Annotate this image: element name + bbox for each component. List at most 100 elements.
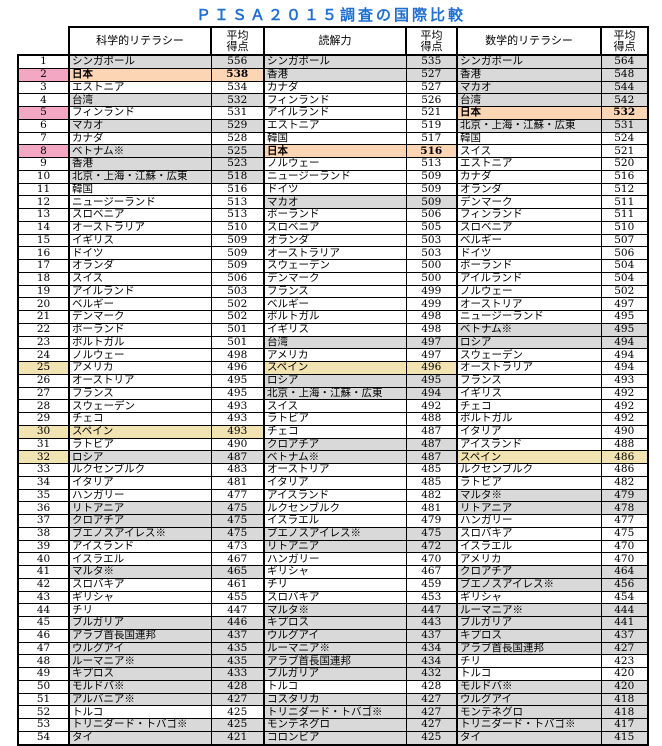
rank-cell: 40 xyxy=(17,552,70,566)
math-score: 420 xyxy=(600,679,649,694)
science-country: スイス xyxy=(68,271,212,286)
science-score: 523 xyxy=(210,157,265,171)
table-row: 20 ベルギー 502 ベルギー 499 オーストリア 497 xyxy=(17,297,649,311)
table-row: 43 ギリシャ 455 スロバキア 453 ギリシャ 454 xyxy=(17,590,649,605)
reading-country: アイルランド xyxy=(263,106,407,120)
math-country: オーストラリア xyxy=(456,361,602,375)
math-country: スペイン xyxy=(456,450,602,464)
rank-cell: 49 xyxy=(17,667,70,681)
math-score: 415 xyxy=(600,730,649,746)
rank-cell: 16 xyxy=(17,246,70,260)
table-row: 44 チリ 447 マルタ※ 447 ルーマニア※ 444 xyxy=(17,603,649,617)
reading-score: 526 xyxy=(405,93,458,107)
reading-country: スイス xyxy=(263,399,407,413)
science-score: 475 xyxy=(210,514,265,528)
science-country: スロバキア xyxy=(68,577,212,592)
math-country: ドイツ xyxy=(456,246,602,260)
math-score: 441 xyxy=(600,616,649,630)
math-country: イタリア xyxy=(456,424,602,439)
science-score: 509 xyxy=(210,259,265,273)
rank-cell: 23 xyxy=(17,335,70,350)
rank-cell: 4 xyxy=(17,93,70,107)
rank-cell: 8 xyxy=(17,144,70,158)
rank-cell: 54 xyxy=(17,730,70,746)
ranking-rows: 1 シンガポール 556 シンガポール 535 シンガポール 564 2 日本 538 香港 527 香… xyxy=(17,54,649,746)
reading-country: スロバキア xyxy=(263,590,407,605)
science-score: 506 xyxy=(210,271,265,286)
table-row: 23 ポルトガル 501 台湾 497 ロシア 494 xyxy=(17,335,649,350)
table-row: 39 アイスランド 473 リトアニア 472 イスラエル 470 xyxy=(17,539,649,554)
science-score: 501 xyxy=(210,335,265,350)
math-score: 531 xyxy=(600,118,649,133)
math-country: クロアチア xyxy=(456,565,602,579)
math-country: アメリカ xyxy=(456,552,602,566)
math-country: ギリシャ xyxy=(456,590,602,605)
reading-country: スロベニア xyxy=(263,220,407,235)
math-country: エストニア xyxy=(456,157,602,171)
math-score: 464 xyxy=(600,565,649,579)
math-score-header: 平均 得点 xyxy=(600,26,649,56)
math-country: トルコ xyxy=(456,667,602,681)
table-row: 34 イタリア 481 イタリア 485 ラトビア 482 xyxy=(17,475,649,490)
rank-cell: 26 xyxy=(17,373,70,388)
rank-cell: 9 xyxy=(17,157,70,171)
table-row: 52 トルコ 425 トリニダード・トバゴ※ 427 モンテネグロ 418 xyxy=(17,705,649,719)
science-score: 513 xyxy=(210,208,265,222)
math-country: アラブ首長国連邦 xyxy=(456,641,602,656)
table-row: 32 ロシア 487 ベトナム※ 487 スペイン 486 xyxy=(17,450,649,464)
science-score: 461 xyxy=(210,577,265,592)
reading-score: 427 xyxy=(405,718,458,732)
math-score: 493 xyxy=(600,373,649,388)
reading-country: イギリス xyxy=(263,322,407,337)
science-country: ギリシャ xyxy=(68,590,212,605)
table-row: 41 マルタ※ 465 ギリシャ 467 クロアチア 464 xyxy=(17,565,649,579)
reading-score: 527 xyxy=(405,67,458,82)
math-score: 506 xyxy=(600,246,649,260)
rank-cell: 3 xyxy=(17,80,70,95)
rank-cell: 51 xyxy=(17,692,70,707)
math-score: 482 xyxy=(600,475,649,490)
math-score: 494 xyxy=(600,335,649,350)
reading-country: イタリア xyxy=(263,475,407,490)
reading-country: ルクセンブルク xyxy=(263,501,407,515)
reading-score: 475 xyxy=(405,526,458,541)
pisa-ranking-table: 科学的リテラシー 平均 得点 読解力 平均 得点 数学的リテラシー 平均 得点 1 シン… xyxy=(17,26,649,746)
math-country: モルドバ※ xyxy=(456,679,602,694)
math-country: スウェーデン xyxy=(456,348,602,362)
rank-cell: 17 xyxy=(17,259,70,273)
science-score: 446 xyxy=(210,616,265,630)
reading-country: カナダ xyxy=(263,80,407,95)
science-country: イタリア xyxy=(68,475,212,490)
table-row: 50 モルドバ※ 428 トルコ 428 モルドバ※ 420 xyxy=(17,679,649,694)
rank-cell: 14 xyxy=(17,220,70,235)
table-row: 51 アルバニア※ 427 コスタリカ 427 ウルグアイ 418 xyxy=(17,692,649,707)
math-country: フィンランド xyxy=(456,208,602,222)
math-score: 542 xyxy=(600,93,649,107)
science-country: スロベニア xyxy=(68,208,212,222)
reading-score: 516 xyxy=(405,144,458,158)
table-row: 26 オーストリア 495 ロシア 495 フランス 493 xyxy=(17,373,649,388)
science-country: リトアニア xyxy=(68,501,212,515)
table-row: 5 フィンランド 531 アイルランド 521 日本 532 xyxy=(17,106,649,120)
math-country: ルーマニア※ xyxy=(456,603,602,617)
reading-score: 487 xyxy=(405,437,458,452)
math-country: スロベニア xyxy=(456,220,602,235)
reading-score: 470 xyxy=(405,552,458,566)
math-score: 486 xyxy=(600,450,649,464)
math-score: 478 xyxy=(600,501,649,515)
science-country: ドイツ xyxy=(68,246,212,260)
science-score: 529 xyxy=(210,118,265,133)
math-score: 437 xyxy=(600,628,649,643)
rank-cell: 47 xyxy=(17,641,70,656)
science-country: ノルウェー xyxy=(68,348,212,362)
math-country: ロシア xyxy=(456,335,602,350)
reading-score: 503 xyxy=(405,233,458,248)
math-country: 日本 xyxy=(456,106,602,120)
rank-cell: 53 xyxy=(17,718,70,732)
reading-country: クロアチア xyxy=(263,437,407,452)
science-country: チェコ xyxy=(68,412,212,426)
science-country: シンガポール xyxy=(68,54,212,69)
math-country: 北京・上海・江蘇・広東 xyxy=(456,118,602,133)
science-score: 425 xyxy=(210,705,265,719)
science-country: 香港 xyxy=(68,157,212,171)
